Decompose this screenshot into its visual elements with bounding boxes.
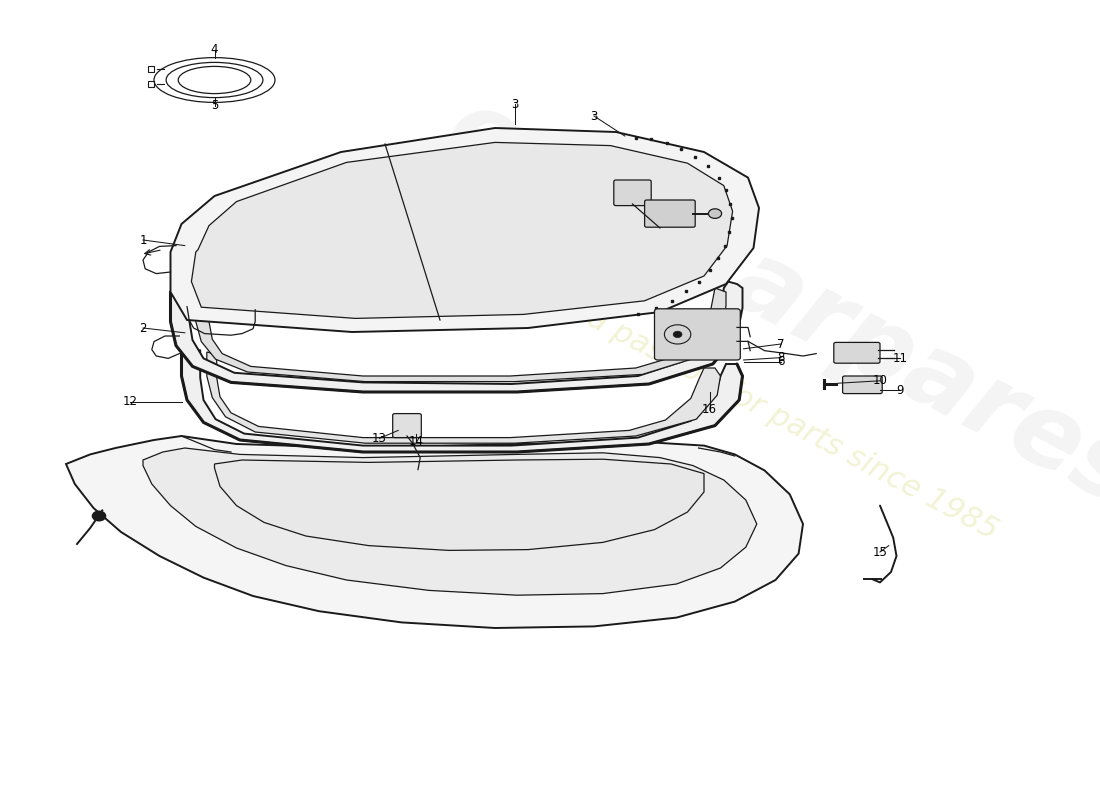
Polygon shape <box>191 142 733 318</box>
Polygon shape <box>207 352 720 443</box>
Polygon shape <box>196 288 726 382</box>
Text: 3: 3 <box>591 110 597 122</box>
Text: 13: 13 <box>372 432 387 445</box>
Polygon shape <box>170 128 759 332</box>
Text: 12: 12 <box>122 395 138 408</box>
FancyBboxPatch shape <box>614 180 651 206</box>
Text: 4: 4 <box>211 43 218 56</box>
FancyBboxPatch shape <box>654 309 740 360</box>
FancyBboxPatch shape <box>645 200 695 227</box>
Text: 10: 10 <box>872 374 888 387</box>
Text: 14: 14 <box>408 435 424 448</box>
Text: 9: 9 <box>896 384 903 397</box>
Circle shape <box>673 331 682 338</box>
Text: 16: 16 <box>702 403 717 416</box>
Text: 15: 15 <box>872 546 888 558</box>
Polygon shape <box>143 448 757 595</box>
Text: 3: 3 <box>512 98 518 110</box>
Text: 5: 5 <box>211 99 218 112</box>
Text: a passion for parts since 1985: a passion for parts since 1985 <box>582 303 1002 545</box>
Text: 11: 11 <box>892 352 907 365</box>
Text: 7: 7 <box>778 338 784 350</box>
FancyBboxPatch shape <box>843 376 882 394</box>
Circle shape <box>92 511 106 521</box>
Polygon shape <box>182 348 742 452</box>
Polygon shape <box>170 282 742 392</box>
FancyBboxPatch shape <box>834 342 880 363</box>
Text: eurocarpares: eurocarpares <box>429 79 1100 529</box>
FancyBboxPatch shape <box>393 414 421 438</box>
Text: 1: 1 <box>140 234 146 246</box>
Circle shape <box>708 209 722 218</box>
Text: 8: 8 <box>778 351 784 364</box>
Text: 6: 6 <box>778 355 784 368</box>
Polygon shape <box>66 436 803 628</box>
Text: 2: 2 <box>140 322 146 334</box>
Polygon shape <box>214 459 704 550</box>
